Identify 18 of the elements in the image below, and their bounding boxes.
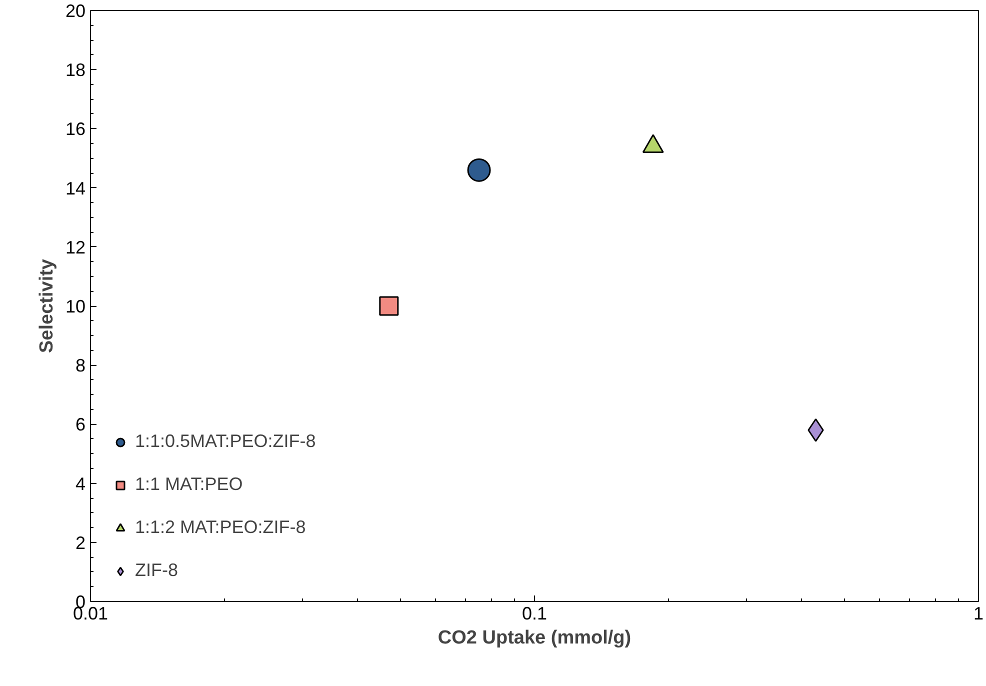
legend-label: ZIF-8 xyxy=(135,560,178,581)
legend-label: 1:1 MAT:PEO xyxy=(135,474,243,495)
x-tick-label: 1 xyxy=(973,604,984,624)
y-tick-label: 8 xyxy=(75,356,86,376)
y-tick-label: 2 xyxy=(75,532,86,553)
legend-label: 1:1:0.5MAT:PEO:ZIF-8 xyxy=(135,431,316,452)
x-tick-label: 0.1 xyxy=(522,604,548,624)
y-tick-label: 20 xyxy=(65,1,86,21)
y-tick-label: 14 xyxy=(65,178,86,198)
y-axis-title: Selectivity xyxy=(36,258,58,353)
legend-label: 1:1:2 MAT:PEO:ZIF-8 xyxy=(135,517,306,538)
y-tick-label: 4 xyxy=(75,474,86,494)
y-tick-label: 18 xyxy=(65,60,86,80)
y-tick-label: 16 xyxy=(65,119,86,140)
y-tick-label: 6 xyxy=(75,414,86,435)
y-tick-label: 10 xyxy=(65,296,86,316)
y-tick-label: 12 xyxy=(65,237,86,258)
x-axis-title: CO2 Uptake (mmol/g) xyxy=(438,628,632,648)
